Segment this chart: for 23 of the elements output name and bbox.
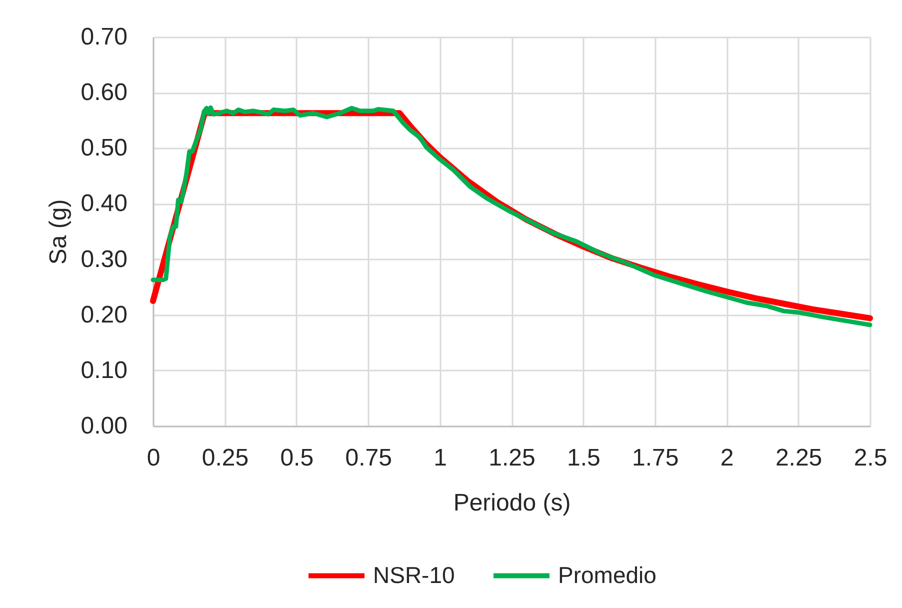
y-tick-label: 0.10 (80, 356, 128, 384)
y-axis-title: Sa (g) (44, 199, 72, 265)
x-tick-label: 0 (146, 444, 160, 472)
x-tick-label: 1.25 (488, 444, 536, 472)
y-tick-label: 0.30 (80, 246, 128, 273)
y-tick-label: 0.50 (80, 134, 128, 162)
x-tick-label: 1.75 (632, 444, 679, 472)
legend-label: NSR-10 (373, 562, 455, 588)
x-tick-label: 0.75 (345, 444, 392, 472)
x-axis-title: Periodo (s) (453, 490, 571, 516)
x-tick-label: 2 (720, 444, 734, 472)
x-tick-label: 2.25 (775, 444, 822, 472)
y-tick-label: 0.20 (80, 301, 128, 328)
x-tick-label: 1.5 (567, 444, 600, 472)
x-tick-label: 0.5 (280, 444, 314, 472)
x-tick-label: 0.25 (202, 444, 249, 472)
y-tick-label: 0.70 (80, 24, 128, 50)
x-tick-label: 1 (434, 444, 447, 472)
y-tick-label: 0.60 (80, 79, 128, 106)
legend-label: Promedio (558, 562, 656, 588)
y-tick-label: 0.40 (80, 190, 128, 218)
y-tick-label: 0.00 (80, 412, 128, 440)
x-tick-label: 2.5 (854, 444, 888, 472)
